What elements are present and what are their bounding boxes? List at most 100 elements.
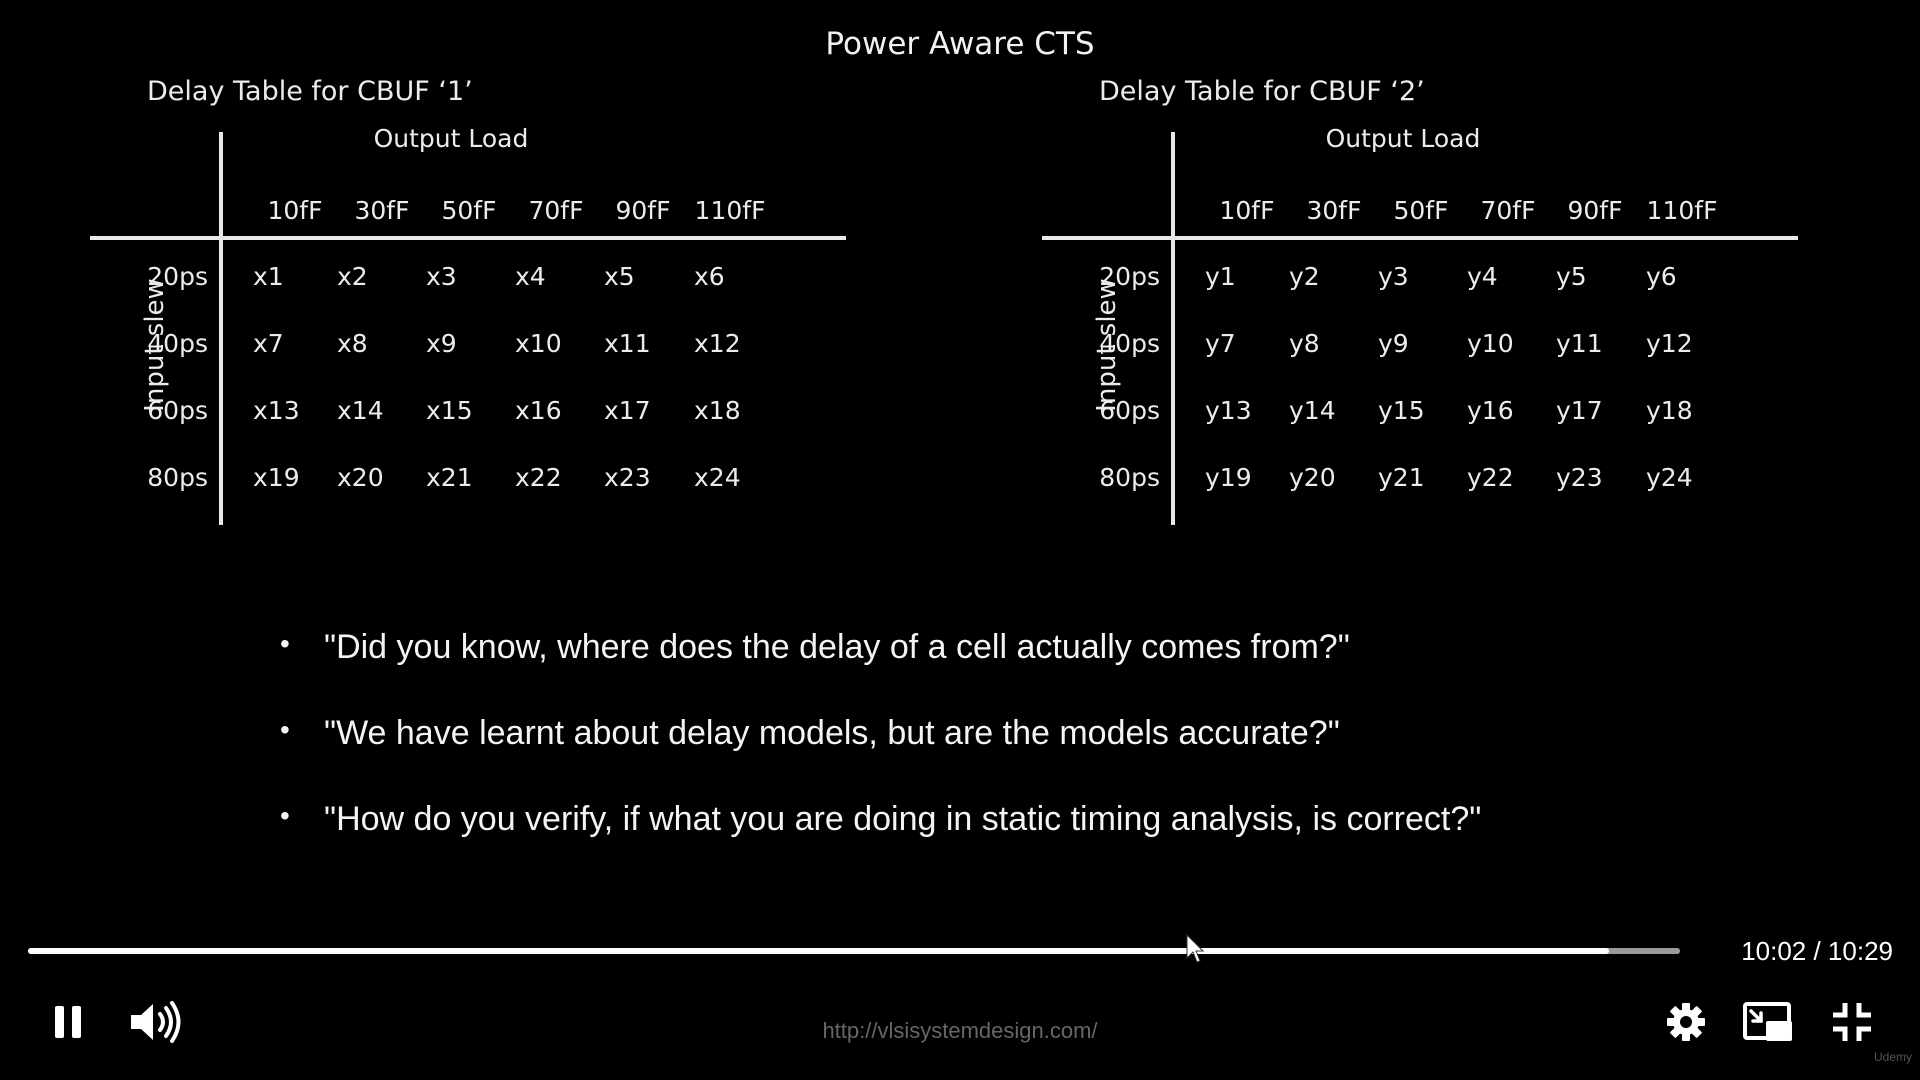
exit-fullscreen-button[interactable]: [1822, 998, 1882, 1050]
table-cell: x13: [253, 396, 300, 425]
column-header: 50fF: [441, 196, 497, 225]
table-cell: x3: [426, 262, 457, 291]
column-header: 10fF: [267, 196, 323, 225]
column-header: 30fF: [1306, 196, 1362, 225]
row-header: 20ps: [1099, 262, 1160, 291]
table-cell: y16: [1467, 396, 1514, 425]
row-header: 80ps: [147, 463, 208, 492]
table-cell: x22: [515, 463, 562, 492]
picture-in-picture-icon: [1742, 1001, 1794, 1047]
table-cell: x5: [604, 262, 635, 291]
table-cell: x4: [515, 262, 546, 291]
table-cell: x24: [694, 463, 741, 492]
table-cell: y19: [1205, 463, 1252, 492]
table-cell: y12: [1646, 329, 1693, 358]
bullet-dot-icon: •: [280, 800, 290, 831]
column-header: 110fF: [1646, 196, 1718, 225]
bullet-text: "Did you know, where does the delay of a…: [324, 628, 1350, 666]
table-cell: y9: [1378, 329, 1409, 358]
miniplayer-button[interactable]: [1738, 998, 1798, 1050]
table-cell: x21: [426, 463, 473, 492]
bullet-dot-icon: •: [280, 628, 290, 659]
column-header: 90fF: [1567, 196, 1623, 225]
table-cell: y20: [1289, 463, 1336, 492]
table-cell: x7: [253, 329, 284, 358]
table-cell: y14: [1289, 396, 1336, 425]
volume-button[interactable]: [126, 998, 186, 1050]
table-cell: x6: [694, 262, 725, 291]
pause-icon: [51, 1003, 85, 1045]
watermark-url: http://vlsisystemdesign.com/: [822, 1018, 1098, 1043]
table-cell: y24: [1646, 463, 1693, 492]
table-cell: x9: [426, 329, 457, 358]
brand-watermark: Udemy: [1873, 1050, 1912, 1064]
play-pause-button[interactable]: [38, 998, 98, 1050]
slide-title: Power Aware CTS: [825, 26, 1095, 62]
table-cell: y15: [1378, 396, 1425, 425]
table-cell: x20: [337, 463, 384, 492]
column-header: 70fF: [1480, 196, 1536, 225]
table-cell: y8: [1289, 329, 1320, 358]
volume-icon: [127, 1000, 185, 1048]
bullet-text: "How do you verify, if what you are doin…: [324, 800, 1482, 838]
column-header: 90fF: [615, 196, 671, 225]
column-header: 50fF: [1393, 196, 1449, 225]
table-horizontal-rule: [1042, 236, 1798, 240]
output-load-label: Output Load: [1325, 124, 1481, 153]
table-cell: x1: [253, 262, 284, 291]
table-vertical-rule: [1171, 132, 1175, 525]
table-cell: y1: [1205, 262, 1236, 291]
output-load-label: Output Load: [373, 124, 529, 153]
row-header: 60ps: [147, 396, 208, 425]
seek-bar-played: [28, 948, 1609, 954]
table-cell: x14: [337, 396, 384, 425]
table-title: Delay Table for CBUF ‘2’: [1099, 76, 1425, 107]
row-header: 20ps: [147, 262, 208, 291]
gear-icon: [1666, 1002, 1706, 1046]
table-cell: y2: [1289, 262, 1320, 291]
table-cell: x15: [426, 396, 473, 425]
row-header: 40ps: [147, 329, 208, 358]
mouse-cursor-icon: [1186, 933, 1205, 968]
table-cell: x23: [604, 463, 651, 492]
row-header: 80ps: [1099, 463, 1160, 492]
table-title: Delay Table for CBUF ‘1’: [147, 76, 473, 107]
table-cell: y3: [1378, 262, 1409, 291]
delay-table-cbuf-2: Delay Table for CBUF ‘2’ Output Load Input…: [1042, 76, 1802, 536]
table-cell: x11: [604, 329, 651, 358]
table-cell: x2: [337, 262, 368, 291]
table-cell: y17: [1556, 396, 1603, 425]
table-cell: x8: [337, 329, 368, 358]
seek-bar[interactable]: [28, 948, 1680, 954]
exit-fullscreen-icon: [1830, 1000, 1874, 1048]
table-cell: y10: [1467, 329, 1514, 358]
column-header: 110fF: [694, 196, 766, 225]
table-cell: y6: [1646, 262, 1677, 291]
table-cell: y23: [1556, 463, 1603, 492]
table-cell: y13: [1205, 396, 1252, 425]
column-header: 30fF: [354, 196, 410, 225]
settings-button[interactable]: [1656, 998, 1716, 1050]
bullet-dot-icon: •: [280, 714, 290, 745]
table-cell: x10: [515, 329, 562, 358]
table-cell: x17: [604, 396, 651, 425]
table-cell: x16: [515, 396, 562, 425]
table-vertical-rule: [219, 132, 223, 525]
table-cell: x19: [253, 463, 300, 492]
bullet-text: "We have learnt about delay models, but …: [324, 714, 1340, 752]
column-header: 70fF: [528, 196, 584, 225]
column-header: 10fF: [1219, 196, 1275, 225]
table-cell: y5: [1556, 262, 1587, 291]
table-cell: x18: [694, 396, 741, 425]
table-cell: y4: [1467, 262, 1498, 291]
row-header: 60ps: [1099, 396, 1160, 425]
table-cell: y18: [1646, 396, 1693, 425]
table-cell: y7: [1205, 329, 1236, 358]
table-cell: y22: [1467, 463, 1514, 492]
table-cell: y21: [1378, 463, 1425, 492]
time-display: 10:02 / 10:29: [1741, 936, 1893, 966]
table-cell: x12: [694, 329, 741, 358]
table-horizontal-rule: [90, 236, 846, 240]
table-cell: y11: [1556, 329, 1603, 358]
delay-table-cbuf-1: Delay Table for CBUF ‘1’ Output Load Input…: [90, 76, 850, 536]
